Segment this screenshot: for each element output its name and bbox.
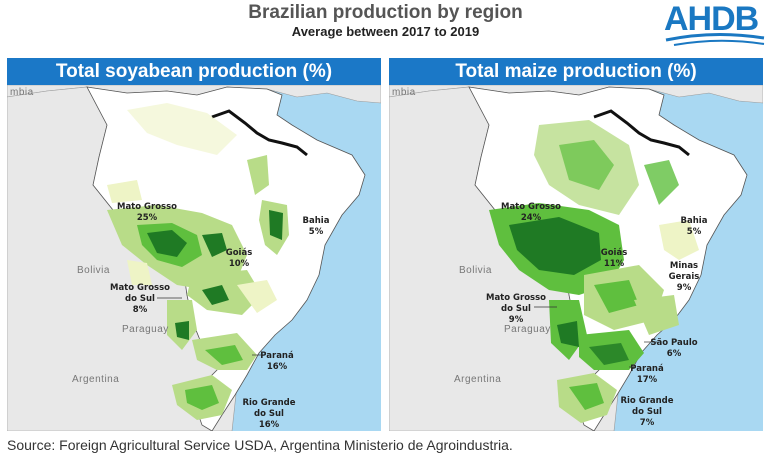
region-share-parana: 17% [637, 375, 658, 385]
region-share-rs: 16% [259, 420, 280, 430]
north-coast [211, 109, 308, 157]
region-share-ms: 8% [133, 305, 148, 315]
country-label-argentina: Argentina [454, 374, 501, 385]
region-name-bahia: Bahia [303, 216, 330, 226]
region-name-rs-line1: Rio Grande [242, 398, 295, 408]
country-label-bolivia: Bolivia [77, 265, 110, 276]
region-name-ms-line2: do Sul [501, 304, 531, 314]
logo-swoosh-icon [665, 32, 765, 46]
region-name-goias: Goiás [226, 248, 253, 258]
region-name-ms-line1: Mato Grosso [486, 293, 546, 303]
region-name-ms-line2: do Sul [125, 294, 155, 304]
region-share-ms: 9% [509, 315, 524, 325]
region-name-mg-line1: Minas [670, 261, 698, 271]
region-share-parana: 16% [267, 362, 288, 372]
region-name-parana: Paraná [630, 364, 664, 374]
country-label: mbia [392, 87, 416, 98]
region-share-rs: 7% [640, 418, 655, 428]
chart-subtitle: Average between 2017 to 2019 [291, 24, 480, 39]
ahdb-logo: AHDB [664, 0, 768, 48]
region-name-parana: Paraná [260, 351, 294, 361]
maize-panel: Total maize production (%) mbia Bolivia … [389, 58, 763, 431]
country-label: mbia [10, 87, 34, 98]
region-name-rs-line1: Rio Grande [620, 396, 673, 406]
region-share-sao-paulo: 6% [667, 349, 682, 359]
source-note: Source: Foreign Agricultural Service USD… [7, 437, 513, 453]
country-label-argentina: Argentina [72, 374, 119, 385]
region-name-rs-line2: do Sul [254, 409, 284, 419]
region-share-goias: 10% [229, 259, 250, 269]
country-label-paraguay: Paraguay [122, 324, 169, 335]
region-name-bahia: Bahia [681, 216, 708, 226]
logo-text: AHDB [664, 0, 759, 38]
region-name-sao-paulo: São Paulo [650, 338, 697, 348]
region-name-mato-grosso: Mato Grosso [117, 202, 177, 212]
maize-map: mbia Bolivia Paraguay Argentina Mato Gro… [389, 85, 763, 431]
country-label-bolivia: Bolivia [459, 265, 492, 276]
country-label-paraguay: Paraguay [504, 324, 551, 335]
region-name-rs-line2: do Sul [632, 407, 662, 417]
soy-panel: Total soyabean production (%) [7, 58, 381, 431]
region-share-mato-grosso: 24% [521, 213, 542, 223]
region-share-mg: 9% [677, 283, 692, 293]
chart-title: Brazilian production by region [248, 2, 523, 23]
region-name-goias: Goiás [601, 248, 628, 258]
region-share-bahia: 5% [309, 227, 324, 237]
soy-panel-title: Total soyabean production (%) [7, 58, 381, 85]
region-share-bahia: 5% [687, 227, 702, 237]
region-share-goias: 11% [604, 259, 625, 269]
region-name-mato-grosso: Mato Grosso [501, 202, 561, 212]
region-share-mato-grosso: 25% [137, 213, 158, 223]
north-coast [593, 109, 690, 157]
region-name-ms-line1: Mato Grosso [110, 283, 170, 293]
maize-panel-title: Total maize production (%) [389, 58, 763, 85]
region-name-mg-line2: Gerais [669, 272, 700, 282]
soy-map: mbia Bolivia Paraguay Argentina Mato Gro… [7, 85, 381, 431]
